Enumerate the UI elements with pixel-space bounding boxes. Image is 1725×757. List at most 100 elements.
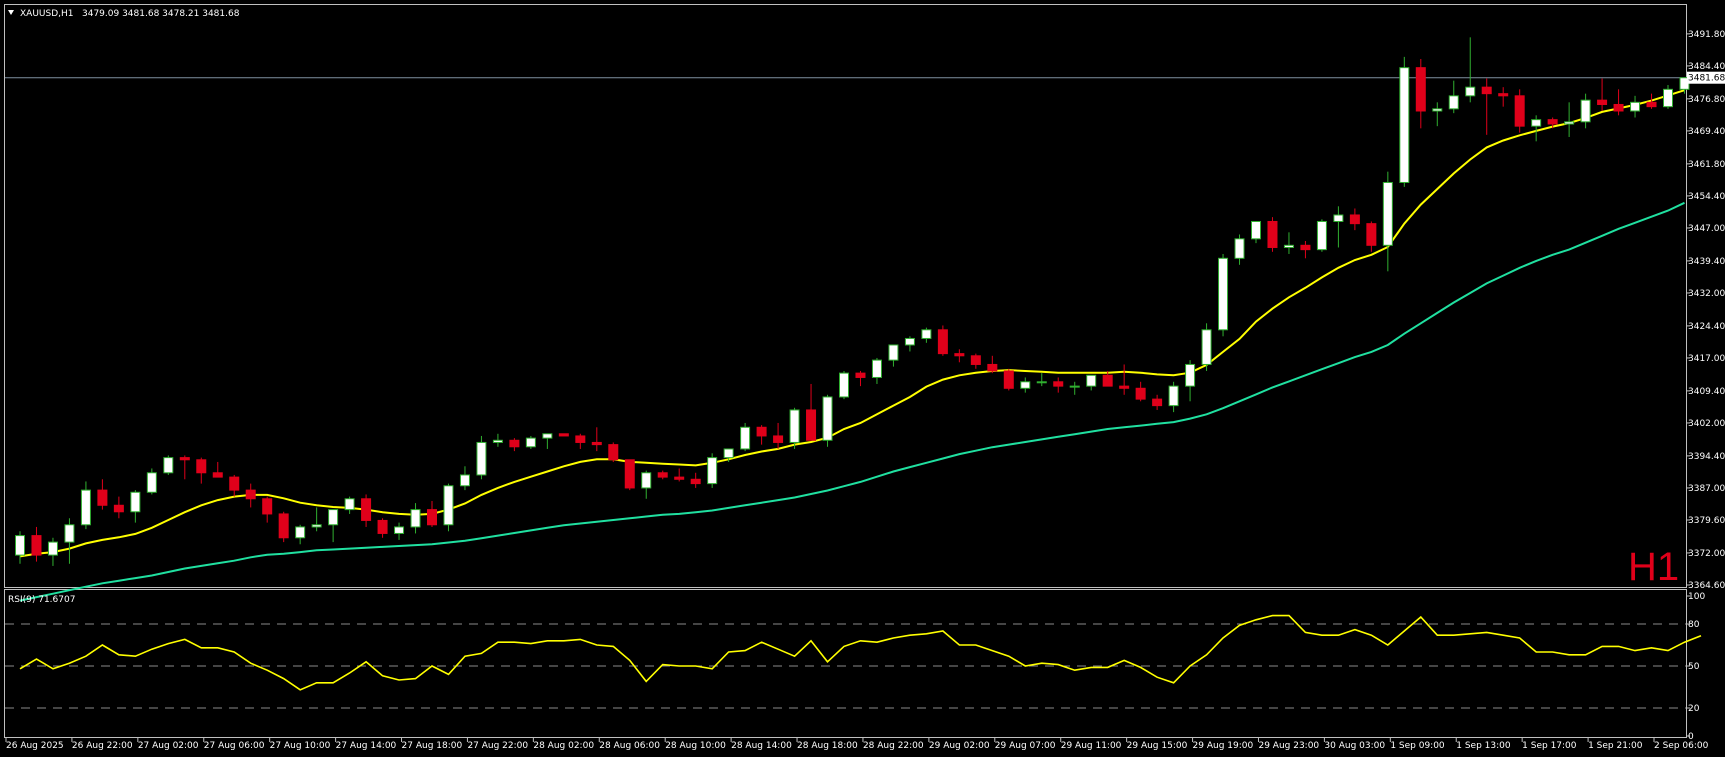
candle[interactable] [1003, 368, 1014, 391]
candle[interactable] [229, 474, 240, 497]
candle[interactable] [1432, 102, 1443, 127]
candle[interactable] [1119, 364, 1130, 395]
candle[interactable] [591, 427, 602, 452]
candle[interactable] [459, 466, 470, 491]
candle[interactable] [1201, 323, 1212, 371]
candle[interactable] [1333, 206, 1344, 248]
candle[interactable] [575, 433, 586, 449]
candle[interactable] [542, 433, 553, 449]
candle[interactable] [1152, 394, 1163, 410]
candle[interactable] [558, 433, 569, 437]
candle[interactable] [789, 407, 800, 449]
candle[interactable] [97, 479, 108, 510]
candle[interactable] [1663, 84, 1673, 109]
candle[interactable] [179, 455, 190, 480]
candle[interactable] [1349, 208, 1360, 231]
candle[interactable] [871, 357, 882, 384]
candle[interactable] [377, 518, 388, 538]
triangle-down-icon[interactable] [8, 10, 14, 15]
candle[interactable] [657, 470, 668, 480]
candle[interactable] [427, 500, 437, 527]
candle[interactable] [1036, 373, 1047, 387]
candle[interactable] [295, 524, 306, 545]
candle[interactable] [723, 448, 734, 462]
candle[interactable] [1531, 115, 1542, 142]
candle[interactable] [1399, 56, 1410, 187]
candle[interactable] [1547, 117, 1558, 129]
candle[interactable] [1415, 58, 1426, 129]
candle[interactable] [1498, 87, 1509, 107]
candle[interactable] [1234, 234, 1245, 265]
candle[interactable] [509, 438, 520, 452]
candle[interactable] [970, 353, 981, 369]
candle[interactable] [641, 470, 652, 499]
candle[interactable] [1564, 102, 1575, 137]
candle[interactable] [674, 468, 685, 482]
candle[interactable] [1448, 80, 1459, 114]
candle[interactable] [1251, 220, 1261, 244]
candle[interactable] [311, 507, 322, 532]
candle[interactable] [212, 461, 223, 478]
candle[interactable] [1646, 93, 1657, 109]
candle[interactable] [1300, 240, 1311, 259]
candle[interactable] [1597, 78, 1608, 111]
candle[interactable] [492, 433, 503, 447]
candle[interactable] [1580, 93, 1591, 129]
candle[interactable] [1086, 374, 1097, 391]
candle[interactable] [278, 511, 289, 543]
candle[interactable] [15, 531, 25, 564]
candle[interactable] [1102, 370, 1113, 387]
candle[interactable] [822, 394, 833, 447]
candle[interactable] [262, 496, 273, 523]
candle[interactable] [1613, 89, 1624, 116]
candle[interactable] [1053, 377, 1064, 393]
candle[interactable] [1168, 381, 1179, 413]
candle[interactable] [328, 509, 339, 543]
candle[interactable] [410, 503, 421, 534]
candle[interactable] [707, 453, 718, 488]
candle[interactable] [1218, 253, 1229, 337]
candle[interactable] [1069, 381, 1080, 395]
candle[interactable] [1481, 78, 1492, 135]
candle[interactable] [1630, 95, 1641, 118]
candle[interactable] [361, 494, 372, 527]
candle[interactable] [773, 422, 784, 449]
candle[interactable] [921, 327, 932, 343]
candle[interactable] [855, 370, 866, 387]
candle[interactable] [1465, 37, 1476, 103]
candle[interactable] [987, 355, 998, 374]
candle[interactable] [31, 526, 42, 562]
candle[interactable] [64, 518, 75, 564]
candle[interactable] [443, 483, 454, 532]
candle[interactable] [1514, 89, 1525, 133]
candle[interactable] [476, 435, 487, 480]
candle[interactable] [888, 344, 899, 367]
candle[interactable] [1135, 381, 1146, 402]
candle[interactable] [245, 483, 256, 508]
candle[interactable] [624, 459, 635, 491]
candle[interactable] [146, 468, 157, 495]
candle[interactable] [690, 472, 701, 488]
candle[interactable] [1382, 171, 1393, 272]
candle[interactable] [80, 481, 91, 530]
candle[interactable] [1020, 377, 1031, 393]
candle[interactable] [806, 383, 817, 441]
candle[interactable] [756, 425, 767, 445]
candle[interactable] [113, 496, 124, 519]
candle[interactable] [937, 325, 948, 356]
candle[interactable] [1185, 360, 1196, 402]
candle[interactable] [608, 442, 619, 462]
candle[interactable] [1316, 219, 1327, 252]
candle[interactable] [196, 457, 207, 484]
candle[interactable] [525, 435, 536, 449]
candle[interactable] [130, 490, 141, 523]
candle[interactable] [47, 537, 58, 566]
candle[interactable] [839, 370, 849, 400]
candle[interactable] [394, 522, 405, 540]
candle[interactable] [1283, 232, 1294, 254]
candle[interactable] [740, 422, 751, 452]
candle[interactable] [1267, 217, 1278, 252]
candle[interactable] [904, 336, 915, 352]
candle[interactable] [954, 349, 965, 363]
